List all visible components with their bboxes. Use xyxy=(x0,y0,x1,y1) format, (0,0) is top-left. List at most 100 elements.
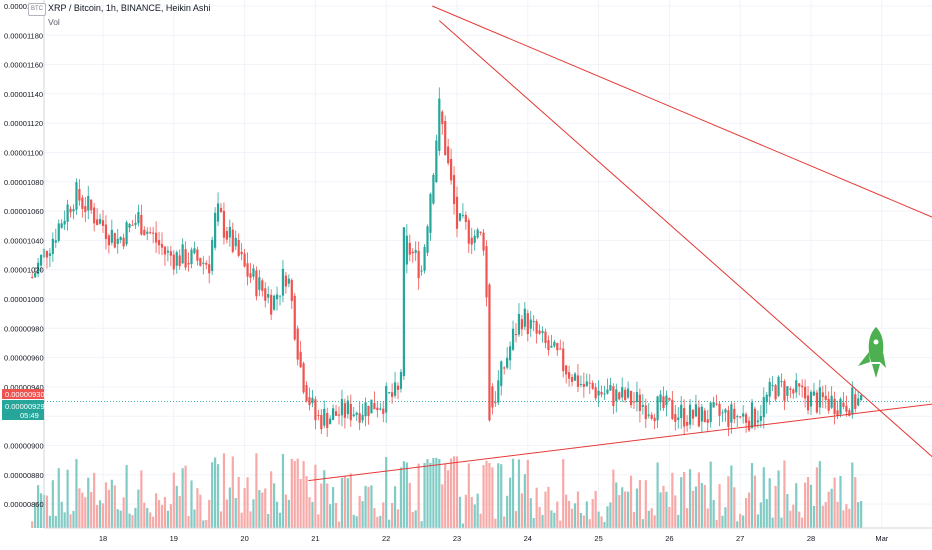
candle-body xyxy=(326,413,329,428)
candle-body xyxy=(311,397,314,404)
volume-bar xyxy=(677,514,680,528)
time-axis[interactable]: 18 19 20 21 22 23 24 25 26 27 28 Mar xyxy=(44,527,932,543)
volume-bar xyxy=(208,499,211,528)
last-price-tag-red xyxy=(2,389,44,399)
candle-body xyxy=(600,391,603,395)
candle-body xyxy=(385,385,388,413)
x-tick-label: 25 xyxy=(594,534,602,543)
candle-body xyxy=(777,376,780,396)
candle-body xyxy=(116,238,119,244)
candle-body xyxy=(503,367,506,369)
volume-bar xyxy=(839,476,842,528)
rocket-icon xyxy=(858,327,886,378)
volume-bar xyxy=(337,521,341,528)
y-tick-label: 0.00001100 xyxy=(4,149,43,158)
price-axis[interactable]: 0.00001200 0.00001180 0.00001160 0.00001140… xyxy=(4,0,45,528)
volume-bar xyxy=(273,483,276,528)
volume-bar xyxy=(249,511,252,528)
volume-bar xyxy=(255,453,258,528)
candle-body xyxy=(780,381,783,383)
candle-body xyxy=(152,232,155,234)
candle-body xyxy=(455,196,459,229)
volume-bar xyxy=(447,470,450,528)
candle-body xyxy=(290,279,293,302)
y-tick-label: 0.00001200 xyxy=(4,2,44,11)
candle-body xyxy=(249,273,252,278)
volume-bar xyxy=(84,497,87,528)
volume-bar xyxy=(497,463,500,528)
candle-body xyxy=(771,385,774,387)
candle-body xyxy=(45,251,49,258)
candle-body xyxy=(376,407,379,411)
volume-bar xyxy=(113,485,116,528)
candle-body xyxy=(87,195,90,211)
candle-body xyxy=(715,403,718,405)
candle-body xyxy=(373,403,376,410)
candle-body xyxy=(184,249,187,268)
volume-bar xyxy=(624,491,627,528)
candle-body xyxy=(553,341,556,347)
volume-bar xyxy=(152,516,155,528)
candle-body xyxy=(747,420,751,431)
candle-body xyxy=(579,383,582,385)
volume-bar xyxy=(500,464,503,528)
candle-body xyxy=(149,232,152,234)
volume-bar xyxy=(718,484,721,528)
volume-bar xyxy=(674,495,677,528)
volume-bar xyxy=(134,507,137,528)
volume-bar xyxy=(547,486,550,528)
volume-bar xyxy=(299,478,302,528)
volume-bar xyxy=(860,501,863,528)
y-tick-label: 0.00001120 xyxy=(4,119,43,128)
volume-bar xyxy=(745,498,748,528)
candle-body xyxy=(31,277,34,279)
candle-body xyxy=(632,401,636,403)
volume-bar xyxy=(579,513,582,528)
volume-bar xyxy=(379,515,382,528)
candle-body xyxy=(671,399,674,419)
volume-bar xyxy=(96,505,99,528)
volume-bar xyxy=(680,477,683,528)
candle-body xyxy=(529,319,532,329)
volume-bar xyxy=(234,498,237,528)
currency-badge[interactable]: BTC xyxy=(28,3,46,16)
volume-bar xyxy=(137,489,140,528)
candle-body xyxy=(765,394,768,403)
volume-bar xyxy=(408,482,411,528)
volume-bar xyxy=(258,490,261,528)
volume-bar xyxy=(700,482,703,528)
volume-bar xyxy=(650,508,653,528)
volume-bar xyxy=(358,495,361,528)
volume-indicator-label[interactable]: Vol xyxy=(48,17,60,27)
volume-bar xyxy=(588,519,591,528)
bar-countdown-text: 05:49 xyxy=(20,411,39,420)
candle-body xyxy=(393,382,397,396)
volume-bar xyxy=(163,497,167,528)
x-tick-label: 24 xyxy=(524,534,532,543)
volume-bar xyxy=(550,510,553,528)
volume-bar xyxy=(423,463,426,528)
y-tick-label: 0.00001160 xyxy=(4,61,43,70)
candle-body xyxy=(411,251,414,254)
volume-bar xyxy=(125,464,128,528)
volume-bar xyxy=(275,501,279,528)
volume-bar xyxy=(166,510,169,528)
candle-body xyxy=(261,280,264,291)
candle-body xyxy=(110,229,113,243)
volume-bar xyxy=(222,453,226,528)
candle-body xyxy=(128,223,131,228)
volume-bar xyxy=(848,508,851,528)
volume-bar xyxy=(467,463,470,528)
candle-body xyxy=(860,395,863,401)
candle-body xyxy=(84,206,87,212)
volume-bar xyxy=(39,493,43,528)
candle-body xyxy=(225,231,228,240)
volume-bar xyxy=(771,517,774,528)
candle-body xyxy=(264,288,267,301)
volume-bar xyxy=(329,504,332,528)
candle-body xyxy=(346,400,349,415)
volume-bar xyxy=(361,501,364,528)
volume-bar xyxy=(668,506,671,528)
volume-bar xyxy=(57,468,60,528)
